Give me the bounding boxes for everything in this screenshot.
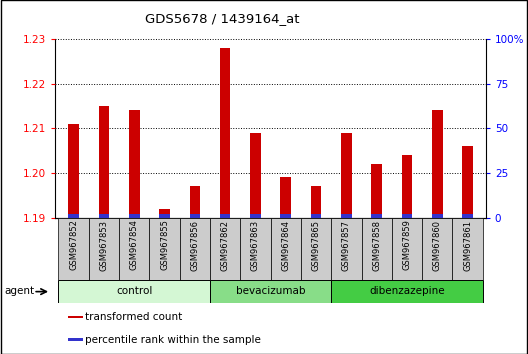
Text: GSM967861: GSM967861 — [463, 219, 472, 270]
Bar — [68, 214, 79, 218]
Text: bevacizumab: bevacizumab — [236, 286, 305, 296]
Bar — [432, 110, 442, 218]
FancyBboxPatch shape — [149, 218, 180, 280]
Bar — [159, 209, 170, 218]
Bar — [159, 214, 170, 218]
Bar — [68, 124, 79, 218]
Bar — [250, 214, 261, 218]
Text: control: control — [116, 286, 153, 296]
Text: GSM967852: GSM967852 — [69, 219, 78, 270]
FancyBboxPatch shape — [180, 218, 210, 280]
Text: agent: agent — [4, 286, 34, 296]
Text: GSM967856: GSM967856 — [190, 219, 200, 270]
Bar — [402, 214, 412, 218]
Bar — [371, 164, 382, 218]
Text: GDS5678 / 1439164_at: GDS5678 / 1439164_at — [145, 12, 299, 25]
FancyBboxPatch shape — [331, 280, 483, 303]
Text: GSM967863: GSM967863 — [251, 219, 260, 271]
Text: GSM967857: GSM967857 — [342, 219, 351, 270]
Bar — [463, 214, 473, 218]
Text: GSM967860: GSM967860 — [433, 219, 442, 270]
Text: GSM967865: GSM967865 — [312, 219, 320, 270]
FancyBboxPatch shape — [271, 218, 301, 280]
Bar — [311, 214, 322, 218]
Bar — [99, 106, 109, 218]
FancyBboxPatch shape — [59, 280, 210, 303]
Bar — [129, 110, 139, 218]
Text: GSM967864: GSM967864 — [281, 219, 290, 270]
Text: GSM967858: GSM967858 — [372, 219, 381, 270]
Text: GSM967853: GSM967853 — [99, 219, 108, 270]
Text: percentile rank within the sample: percentile rank within the sample — [85, 335, 261, 345]
FancyBboxPatch shape — [119, 218, 149, 280]
Bar — [129, 214, 139, 218]
Text: transformed count: transformed count — [85, 312, 182, 322]
Text: GSM967859: GSM967859 — [402, 219, 411, 270]
Bar — [341, 133, 352, 218]
FancyBboxPatch shape — [210, 218, 240, 280]
Text: GSM967855: GSM967855 — [160, 219, 169, 270]
Bar — [280, 177, 291, 218]
Text: GSM967854: GSM967854 — [130, 219, 139, 270]
Bar — [190, 187, 200, 218]
Bar — [220, 214, 230, 218]
FancyBboxPatch shape — [392, 218, 422, 280]
Text: GSM967862: GSM967862 — [221, 219, 230, 270]
FancyBboxPatch shape — [422, 218, 452, 280]
Bar — [341, 214, 352, 218]
FancyBboxPatch shape — [89, 218, 119, 280]
Bar — [68, 316, 82, 319]
Bar — [99, 214, 109, 218]
Bar — [463, 146, 473, 218]
Bar — [220, 48, 230, 218]
Bar — [190, 214, 200, 218]
Bar — [402, 155, 412, 218]
Bar — [280, 214, 291, 218]
FancyBboxPatch shape — [59, 218, 89, 280]
FancyBboxPatch shape — [362, 218, 392, 280]
FancyBboxPatch shape — [301, 218, 331, 280]
Bar — [432, 214, 442, 218]
Bar — [311, 187, 322, 218]
Bar — [371, 214, 382, 218]
FancyBboxPatch shape — [240, 218, 271, 280]
Bar — [250, 133, 261, 218]
Bar — [68, 338, 82, 341]
Text: dibenzazepine: dibenzazepine — [369, 286, 445, 296]
FancyBboxPatch shape — [452, 218, 483, 280]
FancyBboxPatch shape — [331, 218, 362, 280]
FancyBboxPatch shape — [210, 280, 331, 303]
